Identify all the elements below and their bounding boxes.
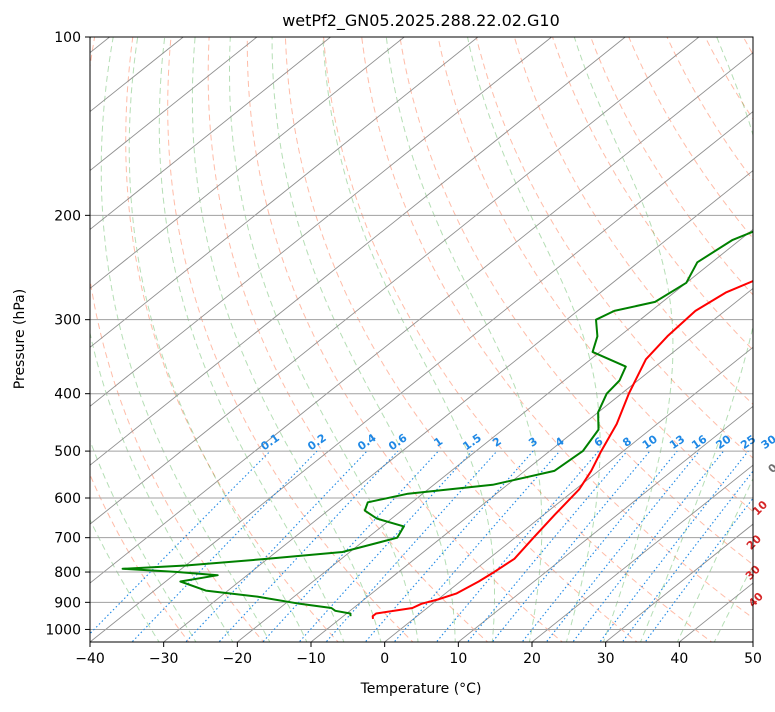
y-tick-label: 700 xyxy=(54,531,81,547)
x-tick-label: 30 xyxy=(597,651,615,667)
y-tick-label: 300 xyxy=(54,313,81,329)
x-tick-label: −40 xyxy=(75,651,105,667)
x-tick-label: −10 xyxy=(296,651,326,667)
x-tick-label: −20 xyxy=(223,651,253,667)
y-axis-label: Pressure (hPa) xyxy=(12,289,28,389)
x-tick-label: −30 xyxy=(149,651,179,667)
x-axis-label: Temperature (°C) xyxy=(360,681,482,697)
y-tick-label: 500 xyxy=(54,444,81,460)
y-tick-label: 1000 xyxy=(45,622,81,638)
y-tick-label: 900 xyxy=(54,595,81,611)
y-tick-label: 600 xyxy=(54,491,81,507)
y-tick-label: 400 xyxy=(54,387,81,403)
chart-title: wetPf2_GN05.2025.288.22.02.G10 xyxy=(282,11,560,31)
y-tick-label: 100 xyxy=(54,30,81,46)
x-tick-label: 20 xyxy=(523,651,541,667)
x-tick-label: 50 xyxy=(744,651,762,667)
x-tick-label: 40 xyxy=(670,651,688,667)
y-tick-label: 800 xyxy=(54,565,81,581)
x-tick-label: 10 xyxy=(449,651,467,667)
x-tick-label: 0 xyxy=(380,651,389,667)
y-tick-label: 200 xyxy=(54,208,81,224)
